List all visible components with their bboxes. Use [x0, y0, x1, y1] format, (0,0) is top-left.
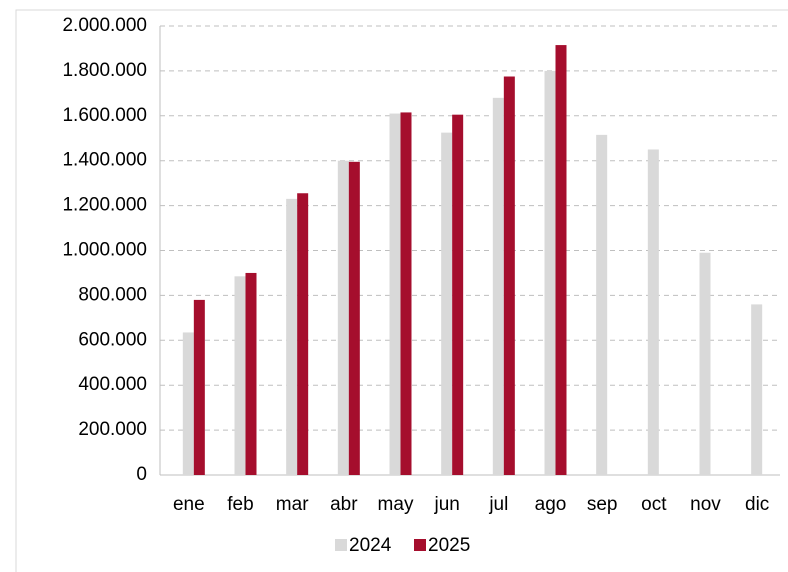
y-tick-label: 1.800.000 — [62, 60, 147, 81]
y-tick-label: 0 — [136, 464, 147, 485]
bar — [751, 304, 763, 475]
y-tick-label: 1.000.000 — [62, 240, 147, 261]
bar — [492, 97, 504, 475]
bar — [234, 276, 246, 475]
y-tick-label: 2.000.000 — [62, 15, 147, 36]
x-tick-label: sep — [587, 494, 618, 515]
bar — [647, 149, 659, 475]
x-tick-label: ago — [535, 494, 567, 515]
bar — [182, 332, 194, 475]
legend-swatch — [414, 539, 426, 551]
x-tick-label: mar — [276, 494, 309, 515]
bar — [193, 299, 205, 475]
x-tick-label: oct — [641, 494, 667, 515]
bar — [441, 132, 453, 475]
bar — [400, 112, 412, 476]
x-tick-label: may — [378, 494, 414, 515]
legend-swatch — [335, 539, 347, 551]
bar — [452, 114, 464, 476]
y-tick-label: 400.000 — [78, 374, 147, 395]
x-tick-label: ene — [173, 494, 205, 515]
legend-label: 2024 — [349, 535, 392, 556]
y-tick-label: 200.000 — [78, 419, 147, 440]
bar — [555, 45, 567, 476]
x-tick-label: feb — [227, 494, 253, 515]
bar — [389, 113, 401, 476]
y-tick-label: 800.000 — [78, 284, 147, 305]
x-tick-label: nov — [690, 494, 721, 515]
x-tick-label: jul — [488, 494, 508, 515]
legend-label: 2025 — [428, 535, 470, 556]
bar — [245, 272, 257, 475]
bar — [699, 252, 711, 475]
y-tick-label: 1.600.000 — [62, 105, 147, 126]
y-tick-label: 1.400.000 — [62, 150, 147, 171]
x-tick-label: dic — [745, 494, 769, 515]
bar — [596, 134, 608, 475]
frame — [15, 9, 788, 572]
bar — [348, 161, 360, 475]
y-tick-label: 600.000 — [78, 329, 147, 350]
x-tick-label: jun — [433, 494, 459, 515]
bar — [337, 160, 349, 475]
bar — [544, 70, 556, 476]
x-tick-label: abr — [330, 494, 358, 515]
bar — [297, 193, 309, 475]
bar — [503, 76, 515, 475]
y-tick-label: 1.200.000 — [62, 195, 147, 216]
bar — [286, 198, 298, 476]
